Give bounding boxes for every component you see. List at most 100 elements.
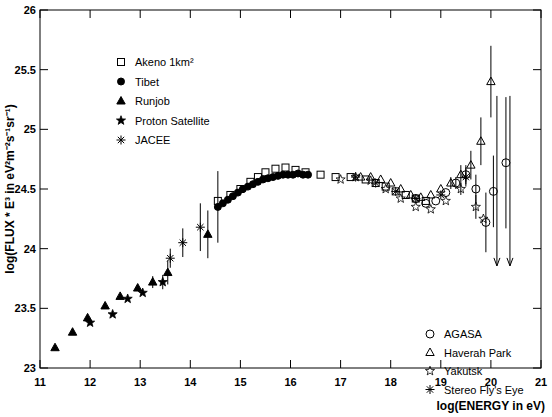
point: [461, 173, 470, 182]
point: [477, 137, 485, 145]
y-tick-right: [533, 129, 541, 130]
point: [489, 187, 497, 195]
x-tick-label: 21: [535, 376, 547, 388]
legend-entry: AGASA: [426, 328, 483, 340]
x-tick-top: [40, 10, 41, 18]
y-tick-label: 23: [24, 362, 36, 374]
legend-marker: [118, 59, 125, 66]
point: [411, 194, 420, 203]
point: [447, 179, 455, 187]
y-tick-right: [533, 10, 541, 11]
x-tick-top: [490, 10, 491, 18]
series: [51, 210, 212, 350]
point: [426, 204, 435, 213]
legend-label: Stereo Fly's Eye: [444, 384, 524, 396]
point: [149, 278, 157, 286]
series: [336, 172, 488, 222]
point: [336, 175, 345, 184]
x-tick: [290, 360, 291, 368]
x-tick-top: [340, 10, 341, 18]
legend-entry: JACEE: [117, 134, 171, 146]
series: [214, 170, 311, 243]
legend-marker: [426, 348, 434, 356]
y-tick: [40, 189, 48, 190]
y-tick-right: [533, 248, 541, 249]
x-tick-top: [390, 10, 391, 18]
point: [487, 77, 495, 85]
series: [351, 168, 470, 204]
point: [68, 328, 76, 336]
x-tick-label: 14: [184, 376, 197, 388]
legend-marker: [426, 330, 434, 338]
point: [178, 238, 187, 247]
point: [123, 294, 132, 303]
x-tick-label: 16: [284, 376, 296, 388]
y-tick-label: 25.5: [15, 64, 36, 76]
x-tick: [90, 360, 91, 368]
point: [305, 171, 312, 178]
legend-entry: Proton Satellite: [116, 115, 209, 127]
point: [422, 197, 429, 204]
y-tick-label: 25: [24, 123, 36, 135]
legend-marker: [117, 97, 125, 105]
x-tick-top: [140, 10, 141, 18]
point: [116, 292, 124, 300]
point: [204, 230, 212, 238]
point: [411, 202, 420, 211]
point: [427, 190, 435, 198]
x-tick-label: 18: [385, 376, 397, 388]
point: [396, 194, 405, 203]
x-tick-top: [190, 10, 191, 18]
y-tick: [40, 69, 48, 70]
upper-limit-arrow: [494, 96, 500, 266]
x-tick-label: 12: [84, 376, 96, 388]
x-tick: [490, 360, 491, 368]
point: [351, 173, 360, 182]
point: [371, 179, 380, 188]
error-bar: [460, 165, 461, 184]
error-bar: [470, 151, 471, 180]
point: [164, 268, 172, 276]
point: [436, 190, 445, 199]
series: [356, 46, 495, 201]
point: [158, 277, 167, 286]
y-axis-label: log(FLUX * E³ in eV²m⁻²s⁻¹sr⁻¹): [3, 104, 17, 273]
point: [397, 185, 405, 193]
x-tick: [541, 360, 542, 368]
point: [101, 301, 109, 309]
point: [502, 159, 510, 167]
x-tick: [240, 360, 241, 368]
x-tick: [190, 360, 191, 368]
x-tick-top: [90, 10, 91, 18]
legend-label: Haverah Park: [444, 347, 512, 359]
series: [166, 203, 205, 267]
x-tick: [140, 360, 141, 368]
series: [86, 275, 168, 327]
series: [214, 164, 429, 204]
point: [138, 288, 147, 297]
legend-label: Runjob: [135, 95, 170, 107]
point: [467, 161, 475, 169]
series: [412, 97, 510, 252]
point: [282, 164, 289, 171]
y-tick: [40, 129, 48, 130]
point: [479, 214, 488, 223]
point: [317, 171, 324, 178]
y-tick-label: 23.5: [15, 302, 36, 314]
legend-label: Proton Satellite: [135, 115, 210, 127]
point: [471, 202, 480, 211]
y-tick-label: 26: [24, 4, 36, 16]
x-tick-top: [240, 10, 241, 18]
legend-entry: Runjob: [117, 95, 170, 107]
y-tick: [40, 10, 48, 11]
error-bar: [480, 117, 481, 165]
error-bar: [490, 46, 491, 118]
x-tick-top: [290, 10, 291, 18]
point: [381, 184, 390, 193]
y-tick-right: [533, 308, 541, 309]
point: [108, 310, 117, 319]
legend-marker: [118, 78, 125, 85]
x-axis-label: log(ENERGY in eV): [437, 399, 545, 413]
point: [472, 185, 480, 193]
legend-label: Akeno 1km²: [135, 56, 194, 68]
